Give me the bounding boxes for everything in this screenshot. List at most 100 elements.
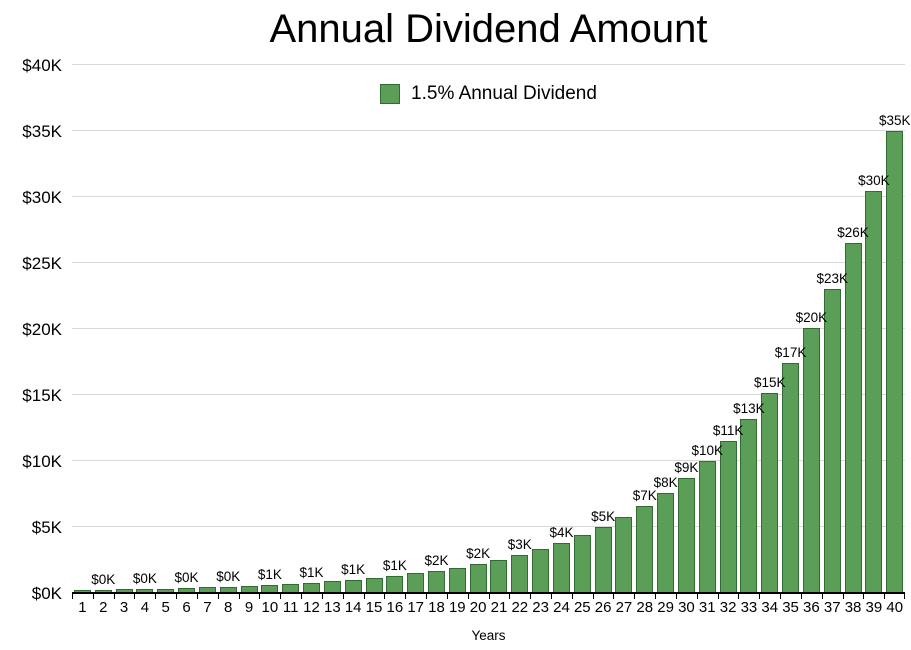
bar-value-label: $26K: [837, 225, 869, 240]
x-axis-tick-label: 29: [657, 599, 674, 616]
gridline: [72, 130, 905, 131]
bar-slot-year-19: [447, 66, 468, 592]
bar-slot-year-4: $0K: [132, 66, 157, 592]
bar-year-11: [282, 584, 300, 592]
bar-year-23: [532, 549, 550, 592]
bar-year-7: [198, 587, 216, 592]
plot-area: $0K $0K $0K $0K $1K $1K $1K $1K $2K $2K $3K $4K $5K $…: [72, 64, 910, 599]
gridline: [72, 262, 905, 263]
x-axis-tick: [321, 594, 323, 599]
bar-slot-year-16: $1K: [382, 66, 407, 592]
bar-year-32: [719, 441, 737, 592]
x-axis-tick-label: 2: [99, 599, 108, 616]
x-axis-tick-label: 38: [844, 599, 862, 616]
x-axis-tick: [696, 594, 698, 599]
bar-slot-year-27: [614, 66, 635, 592]
x-axis-tick-label: 32: [719, 599, 737, 616]
bar-year-3: [115, 589, 133, 592]
x-axis-tick: [800, 594, 802, 599]
bar-slot-year-32: $11K: [713, 66, 743, 592]
x-axis-tick: [259, 594, 261, 599]
bar-value-label: $0K: [216, 569, 241, 584]
bar-year-34: [761, 393, 779, 592]
x-axis-tick: [530, 594, 532, 599]
bar-year-28: [636, 506, 654, 592]
bar-slot-year-14: $1K: [341, 66, 365, 592]
bar-slot-year-35: $17K: [775, 66, 806, 592]
bar-slot-year-23: [530, 66, 551, 592]
y-axis-tick-label: $25K: [22, 254, 62, 273]
bar-year-35: [782, 363, 800, 592]
x-axis-tick: [363, 594, 365, 599]
x-axis-tick: [550, 594, 552, 599]
bar-year-4: [136, 589, 154, 592]
bar-slot-year-30: $9K: [674, 66, 698, 592]
chart-title: Annual Dividend Amount: [269, 7, 708, 51]
bar-value-label: $7K: [632, 488, 657, 503]
bar-year-5: [157, 589, 175, 592]
x-axis-tick: [571, 594, 573, 599]
x-axis-tick: [405, 594, 407, 599]
bar-value-label: $0K: [91, 572, 116, 587]
x-axis-tick: [426, 594, 428, 599]
x-axis-tick: [634, 594, 636, 599]
x-axis-tick: [780, 594, 782, 599]
bar-value-label: $2K: [424, 553, 449, 568]
x-axis-tick-label: 1: [78, 599, 87, 616]
x-axis-tick: [509, 594, 511, 599]
x-axis-tick: [92, 594, 94, 599]
bar-value-label: $1K: [382, 558, 407, 573]
x-axis-tick-label: 6: [182, 599, 191, 616]
x-axis-tick: [613, 594, 615, 599]
x-axis-tick-label: 11: [282, 599, 299, 616]
bar-year-29: [657, 493, 675, 592]
x-axis-tick-label: 8: [224, 599, 233, 616]
bar-slot-year-6: $0K: [174, 66, 199, 592]
bar-value-label: $0K: [174, 570, 199, 585]
bar-value-label: $4K: [549, 525, 574, 540]
bar-year-39: [865, 191, 883, 592]
bar-year-8: [219, 587, 237, 592]
bar-slot-year-25: [572, 66, 593, 592]
bar-slot-year-18: $2K: [424, 66, 449, 592]
bar-year-36: [802, 328, 820, 592]
x-axis-tick: [821, 594, 823, 599]
x-axis-tick: [384, 594, 386, 599]
x-axis-tick: [904, 594, 905, 599]
gridline: [72, 328, 905, 329]
x-axis-tick: [592, 594, 594, 599]
bar-year-26: [594, 527, 612, 592]
bar-year-27: [615, 517, 633, 592]
x-axis-tick-label: 34: [761, 599, 779, 616]
legend-label: 1.5% Annual Dividend: [411, 83, 597, 104]
x-axis-ticks: [72, 592, 905, 599]
bar-slot-year-15: [364, 66, 385, 592]
bar-value-label: $23K: [816, 271, 848, 286]
legend-swatch-icon: [380, 84, 401, 104]
bar-value-label: $8K: [653, 475, 678, 490]
bar-value-label: $0K: [132, 571, 157, 586]
x-axis-tick-label: 40: [886, 599, 904, 616]
bar-year-37: [823, 289, 841, 592]
bar-slot-year-2: $0K: [91, 66, 116, 592]
bar-slot-year-7: [197, 66, 218, 592]
x-axis-tick-label: 12: [303, 599, 320, 616]
legend: 1.5% Annual Dividend: [72, 83, 905, 105]
x-axis-tick: [446, 594, 448, 599]
bar-value-label: $30K: [858, 173, 890, 188]
x-axis-tick-label: 24: [553, 599, 570, 616]
bar-value-label: $13K: [733, 401, 765, 416]
y-axis-tick-label: $0K: [31, 584, 62, 603]
x-axis-tick-label: 23: [532, 599, 549, 616]
y-axis-tick-label: $40K: [22, 56, 62, 75]
x-axis-tick: [675, 594, 677, 599]
gridline: [72, 394, 905, 395]
bar-slot-year-3: [114, 66, 135, 592]
bar-value-label: $10K: [691, 443, 724, 458]
bar-year-18: [427, 571, 445, 592]
bar-year-12: [303, 583, 321, 592]
bar-year-31: [698, 461, 716, 592]
bar-slot-year-21: [489, 66, 510, 592]
x-axis-tick: [155, 594, 157, 599]
x-axis-tick-label: 20: [469, 599, 487, 616]
